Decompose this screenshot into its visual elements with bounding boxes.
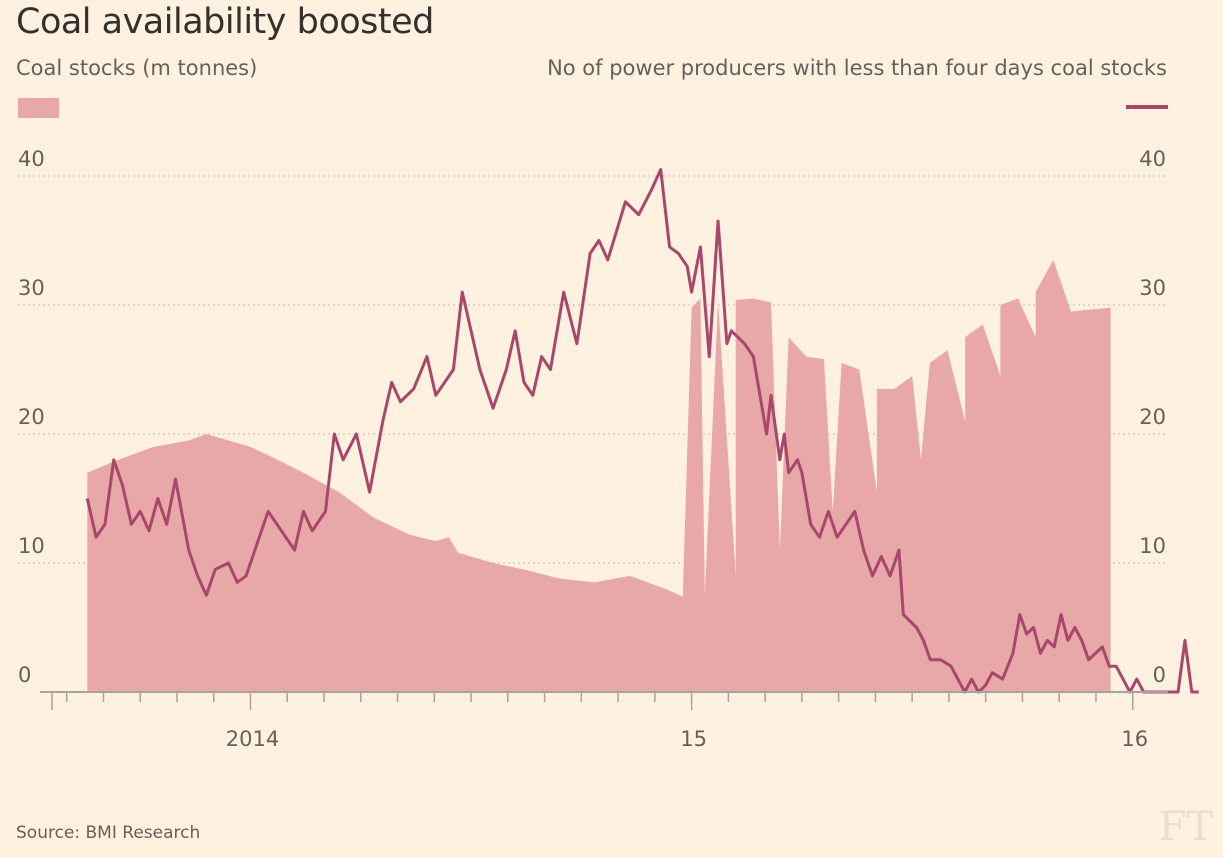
y-tick-label-right: 10 [1139,534,1166,558]
y-tick-label-left: 0 [18,663,31,687]
ft-logo: FT [1158,804,1213,850]
y-tick-label-right: 20 [1139,405,1166,429]
right-axis-label: No of power producers with less than fou… [547,56,1167,80]
source-note: Source: BMI Research [16,823,201,843]
x-tick-label: 15 [680,727,707,751]
y-tick-label-left: 10 [18,534,45,558]
y-tick-label-right: 30 [1139,276,1166,300]
producers-line [85,168,1199,694]
y-tick-label-right: 0 [1153,663,1166,687]
chart-title: Coal availability boosted [16,2,434,42]
left-axis-label: Coal stocks (m tonnes) [16,56,258,80]
y-tick-label-left: 30 [18,276,45,300]
legend-line-swatch [1126,105,1168,109]
y-tick-label-left: 40 [18,147,45,171]
legend-area-swatch [18,98,59,118]
y-tick-label-left: 20 [18,405,45,429]
y-tick-label-right: 40 [1139,147,1166,171]
x-tick-label: 2014 [226,727,279,751]
coal-stocks-area [87,259,1111,692]
x-tick-label: 16 [1121,727,1148,751]
